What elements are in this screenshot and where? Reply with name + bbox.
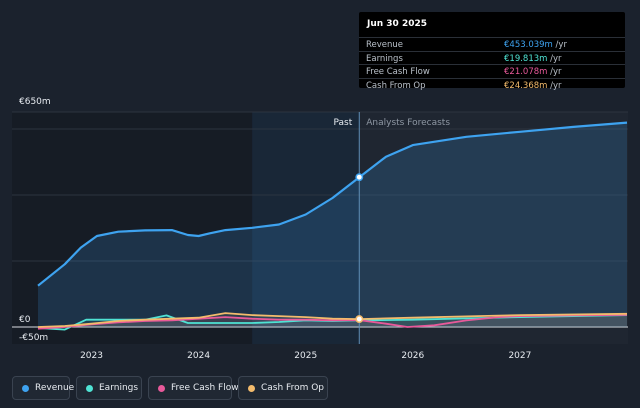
legend-dot-icon [86, 385, 93, 392]
earnings-line [37, 314, 628, 331]
legend-dot-icon [158, 385, 165, 392]
tooltip-value-amount: €21.078m [504, 67, 548, 77]
legend-label: Revenue [35, 383, 75, 393]
legend-item-free-cash-flow[interactable]: Free Cash Flow [148, 376, 239, 400]
x-tick-label: 2025 [294, 351, 317, 361]
x-tick-label: 2027 [508, 351, 531, 361]
x-axis-labels: 2023 2024 2025 2026 2027 [80, 351, 531, 361]
tooltip-row-label: Revenue [366, 40, 404, 50]
tooltip: Jun 30 2025 Revenue €453.039m /yr Earnings… [359, 12, 625, 91]
tooltip-value-amount: €453.039m [504, 40, 553, 50]
past-label: Past [334, 118, 353, 128]
cash-from-op-line [37, 312, 628, 328]
gridlines [12, 111, 628, 328]
y-axis-labels: €650m €0 -€50m [19, 97, 51, 343]
tooltip-row-value: €19.813m /yr [504, 54, 562, 64]
tooltip-value-unit: /yr [547, 67, 562, 77]
tooltip-row-value: €24.368m /yr [504, 81, 562, 91]
revenue-marker [355, 173, 364, 182]
tooltip-date: Jun 30 2025 [367, 19, 428, 29]
tooltip-value-unit: /yr [547, 53, 562, 64]
legend-label: Free Cash Flow [171, 383, 239, 393]
tooltip-value-amount: €24.368m [504, 80, 548, 91]
revenue-line [37, 121, 628, 287]
tooltip-row: Free Cash Flow €21.078m /yr [359, 64, 625, 78]
legend-item-cash-from-op[interactable]: Cash From Op [238, 376, 328, 400]
tooltip-value-unit: /yr [547, 80, 562, 91]
series-lines [37, 121, 628, 331]
legend-label: Earnings [99, 383, 139, 393]
tooltip-value-unit: /yr [552, 40, 567, 50]
current-markers [355, 173, 364, 324]
y-tick-label: -€50m [19, 333, 48, 343]
highlight-region [252, 112, 360, 344]
legend-label: Cash From Op [261, 383, 325, 393]
tooltip-row-value: €453.039m /yr [504, 40, 567, 50]
x-tick-label: 2026 [401, 351, 424, 361]
y-tick-label: €650m [19, 97, 51, 107]
x-tick-label: 2023 [80, 351, 103, 361]
legend-dot-icon [22, 385, 29, 392]
legend-item-earnings[interactable]: Earnings [76, 376, 142, 400]
revenue-area [38, 122, 627, 327]
x-tick-label: 2024 [187, 351, 210, 361]
tooltip-row-label: Free Cash Flow [366, 67, 430, 77]
tooltip-row: Cash From Op €24.368m /yr [359, 77, 625, 92]
tooltip-row: Revenue €453.039m /yr [359, 37, 625, 51]
legend-item-revenue[interactable]: Revenue [12, 376, 74, 400]
y-tick-label: €0 [19, 315, 31, 325]
tooltip-row-label: Cash From Op [366, 80, 426, 91]
cash-from-op-marker [355, 315, 364, 324]
forecast-label: Analysts Forecasts [366, 118, 450, 128]
forecast-region [359, 112, 628, 344]
legend-dot-icon [248, 385, 255, 392]
free-cash-flow-line [37, 313, 628, 330]
tooltip-row: Earnings €19.813m /yr [359, 50, 625, 65]
tooltip-row-label: Earnings [366, 53, 403, 64]
tooltip-row-value: €21.078m /yr [504, 67, 562, 77]
tooltip-value-amount: €19.813m [504, 53, 548, 64]
